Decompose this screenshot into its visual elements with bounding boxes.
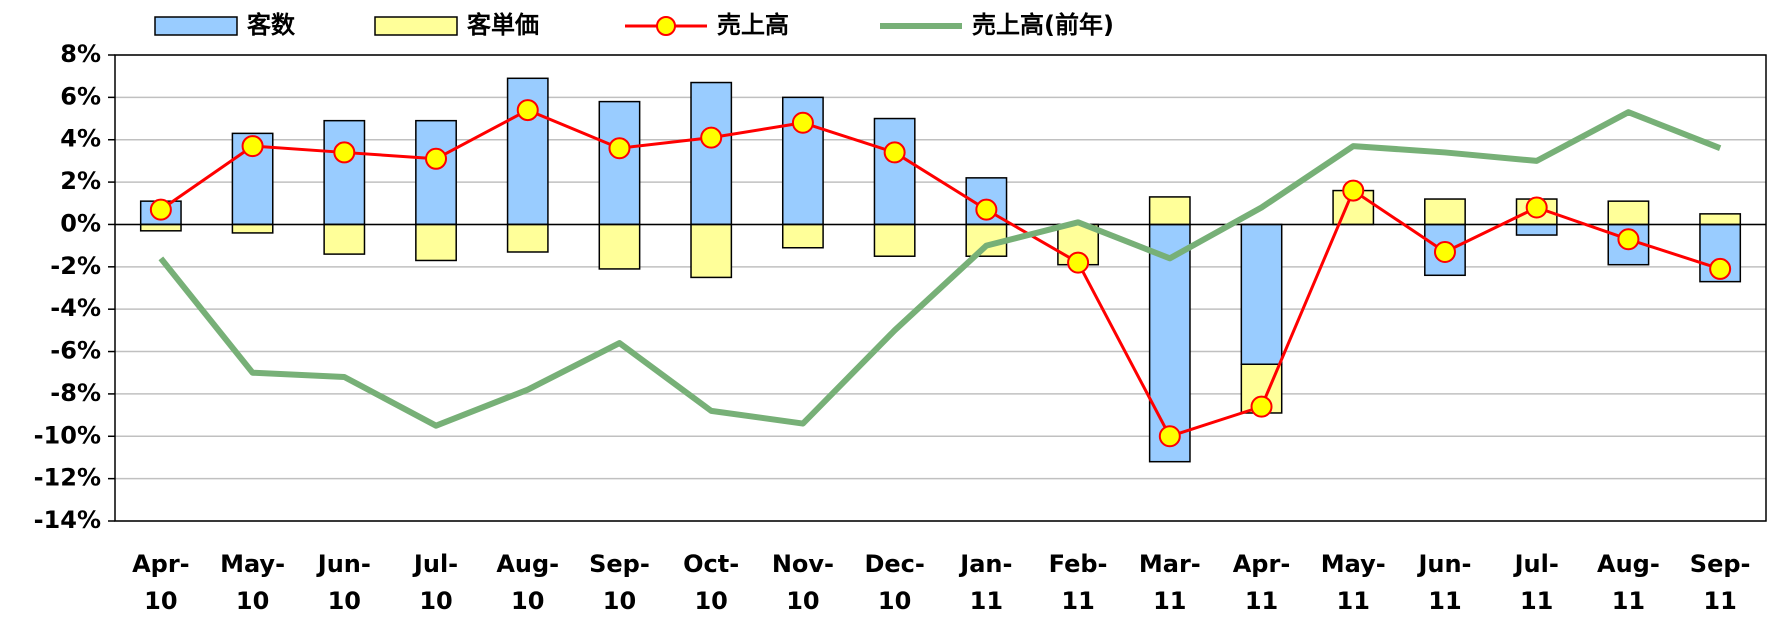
line-marker [1709, 257, 1732, 280]
x-tick-label: Mar-11 [1139, 550, 1201, 615]
line-marker [333, 141, 356, 164]
legend-label: 売上高(前年) [972, 11, 1114, 39]
bar [598, 223, 641, 270]
x-tick-label: Oct-10 [683, 550, 739, 615]
bar [1699, 213, 1742, 226]
bar [1424, 223, 1466, 277]
bar [1148, 223, 1191, 463]
x-tick-label: May-10 [220, 550, 285, 615]
bar [1148, 196, 1191, 226]
x-tick-label: Aug-10 [496, 550, 559, 615]
bar [690, 223, 733, 279]
bar [139, 223, 182, 232]
bar [873, 223, 916, 257]
y-tick-label: -12% [34, 464, 101, 492]
y-tick-label: 4% [60, 125, 101, 153]
legend-label: 客単価 [467, 11, 539, 39]
bar [415, 119, 457, 226]
legend-label: 客数 [247, 11, 296, 39]
x-tick-label: Apr-10 [132, 550, 190, 615]
line-marker [975, 198, 998, 221]
y-tick-label: -2% [50, 252, 101, 280]
plot-frame [114, 54, 1767, 522]
x-tick-label: Sep-11 [1690, 550, 1751, 615]
bar [1515, 223, 1558, 236]
bar [415, 223, 457, 262]
y-tick-label: 8% [60, 40, 101, 68]
line-marker [1617, 228, 1640, 251]
legend-label: 売上高 [717, 11, 789, 39]
bar [781, 223, 824, 249]
y-tick-label: 0% [60, 209, 101, 237]
x-tick-label: Jan-11 [958, 550, 1012, 615]
bar [323, 119, 366, 226]
x-tick-label: Apr-11 [1233, 550, 1291, 615]
line-marker [241, 135, 264, 158]
bar [1240, 223, 1283, 366]
legend-swatch [154, 16, 238, 36]
line-marker [700, 126, 723, 149]
line-marker [149, 198, 172, 221]
y-tick-label: -6% [50, 337, 101, 365]
line-marker [608, 137, 631, 160]
line-marker [1158, 425, 1181, 448]
x-tick-label: Aug-11 [1597, 550, 1660, 615]
line [158, 109, 1722, 429]
x-tick-label: Dec-10 [864, 550, 924, 615]
x-tick-label: Jun-11 [1416, 550, 1471, 615]
y-tick-label: -10% [34, 421, 101, 449]
x-tick-label: Sep-10 [589, 550, 650, 615]
x-tick-label: May-11 [1321, 550, 1386, 615]
line-marker [1342, 179, 1365, 202]
line-marker [1525, 196, 1548, 219]
line-marker [1433, 240, 1456, 263]
y-tick-label: 6% [60, 82, 101, 110]
y-tick-label: 2% [60, 167, 101, 195]
x-tick-label: Jun-10 [316, 550, 371, 615]
bar [690, 81, 733, 226]
line-marker [1250, 395, 1273, 418]
x-tick-label: Nov-10 [772, 550, 834, 615]
bar [323, 223, 366, 255]
bar [1424, 198, 1466, 226]
line-marker [883, 141, 906, 164]
line-marker [1067, 251, 1090, 274]
line [160, 108, 1721, 438]
x-tick-label: Jul-11 [1513, 550, 1559, 615]
legend-marker [656, 16, 676, 36]
bar [598, 100, 641, 226]
line-marker [516, 99, 539, 122]
y-tick-label: -8% [50, 379, 101, 407]
line-marker [791, 111, 814, 134]
bar [231, 223, 274, 234]
bar [873, 117, 916, 226]
y-tick-label: -14% [34, 506, 101, 534]
legend-swatch [374, 16, 458, 36]
line-marker [425, 147, 448, 170]
x-tick-label: Jul-10 [412, 550, 458, 615]
x-tick-label: Feb-11 [1049, 550, 1108, 615]
bar [1607, 200, 1650, 226]
y-tick-label: -4% [50, 294, 101, 322]
bar [506, 223, 549, 253]
